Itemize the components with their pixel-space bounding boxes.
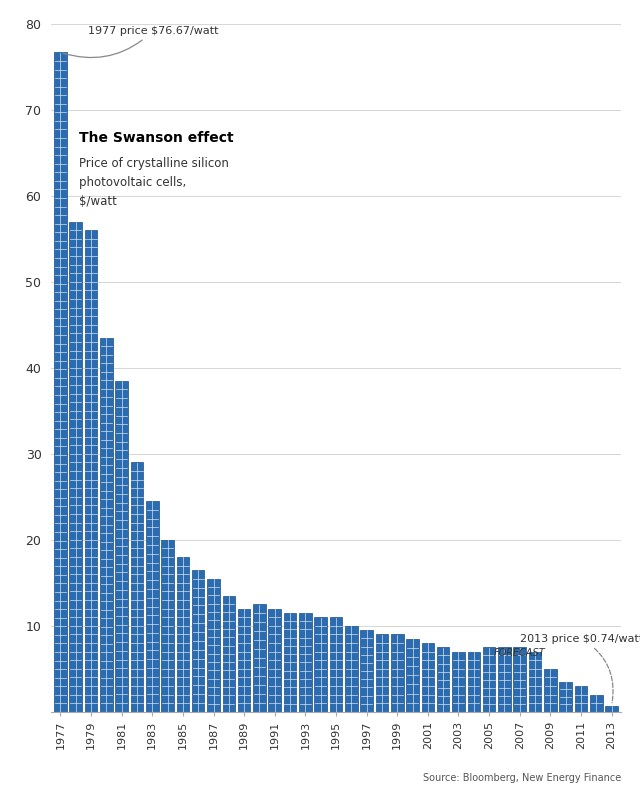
Bar [468,652,480,712]
Bar [590,694,603,712]
Bar [483,647,495,712]
Bar [575,686,588,712]
Bar [559,682,572,712]
Bar [207,578,220,712]
Bar [100,338,113,712]
Bar [360,630,373,712]
Bar [54,52,67,712]
Bar [223,596,235,712]
Bar [376,634,388,712]
Bar [391,634,404,712]
Bar [513,647,526,712]
Bar [284,613,296,712]
Text: Source: Bloomberg, New Energy Finance: Source: Bloomberg, New Energy Finance [422,773,621,783]
Bar [345,626,358,712]
Bar [238,609,250,712]
Bar [544,669,557,712]
Bar [605,706,618,712]
Bar [452,652,465,712]
Text: Price of crystalline silicon
photovoltaic cells,
$/watt: Price of crystalline silicon photovoltai… [79,157,228,208]
Bar [437,647,449,712]
Text: The Swanson effect: The Swanson effect [79,131,234,146]
Text: 2013 price $0.74/watt: 2013 price $0.74/watt [520,634,640,702]
Bar [177,557,189,712]
Bar [161,539,174,712]
Bar [422,643,434,712]
Bar [131,463,143,712]
Bar [192,570,204,712]
Bar [314,617,327,712]
Bar [330,617,342,712]
Text: 1977 price $76.67/watt: 1977 price $76.67/watt [63,25,218,58]
Bar [69,221,82,712]
Bar [529,652,541,712]
Bar [84,230,97,712]
Bar [146,501,159,712]
Bar [498,647,511,712]
Bar [253,604,266,712]
Bar [115,380,128,712]
Text: FORECAST: FORECAST [494,649,546,658]
Bar [268,609,281,712]
Bar [406,639,419,712]
Bar [299,613,312,712]
